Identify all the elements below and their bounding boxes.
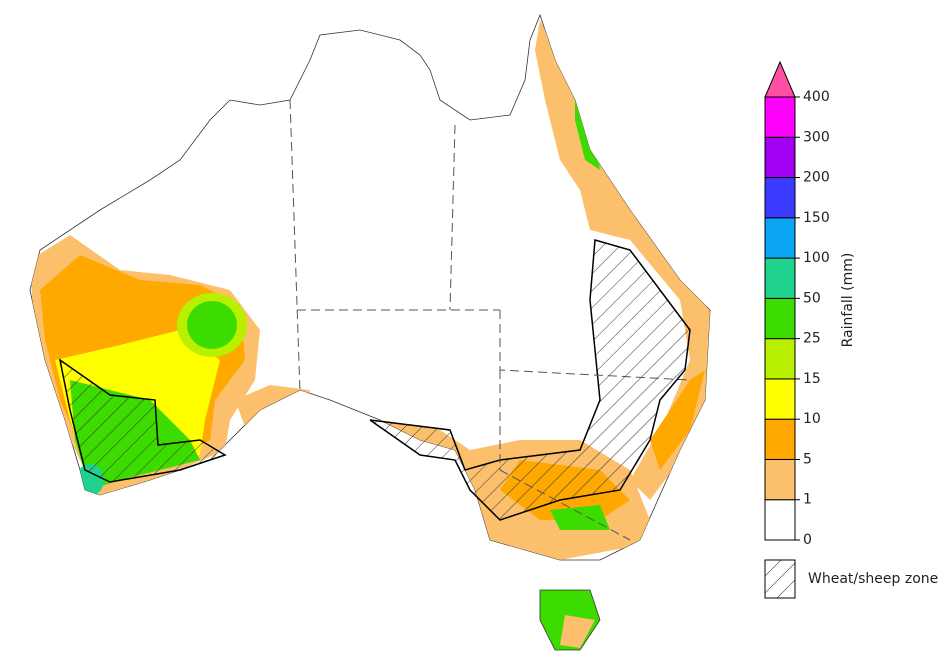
color-bin [764,418,796,460]
tick-label: 400 [803,89,830,105]
color-bin [764,136,796,179]
tasmania [539,589,601,651]
tick-label: 100 [803,250,830,266]
color-bin [764,458,796,501]
over-arrow [764,60,796,98]
tick-label: 200 [803,170,830,186]
state-borders [289,99,691,541]
color-bin [764,96,796,138]
tick-label: 0 [803,532,812,548]
legend-title: Rainfall (mm) [840,253,856,348]
color-bin [764,499,796,541]
mainland [29,13,711,561]
tick-label: 15 [803,371,821,387]
tick-label: 50 [803,290,821,306]
zone-label: Wheat/sheep zone [808,571,938,587]
tick-label: 10 [803,411,821,427]
wheat-sheep-zone [58,239,691,521]
color-bin [764,177,796,219]
color-bin [764,378,796,420]
tick-label: 300 [803,129,830,145]
color-bin [764,297,796,340]
legend: Rainfall (mm) Wheat/sheep zone 015101525… [764,60,938,599]
tick-label: 5 [803,451,812,467]
zone-swatch [764,559,796,599]
tick-label: 1 [803,492,812,508]
color-bin [764,338,796,380]
color-bin [764,217,796,259]
tick-label: 25 [803,331,821,347]
color-bin [764,257,796,299]
tick-label: 150 [803,210,830,226]
